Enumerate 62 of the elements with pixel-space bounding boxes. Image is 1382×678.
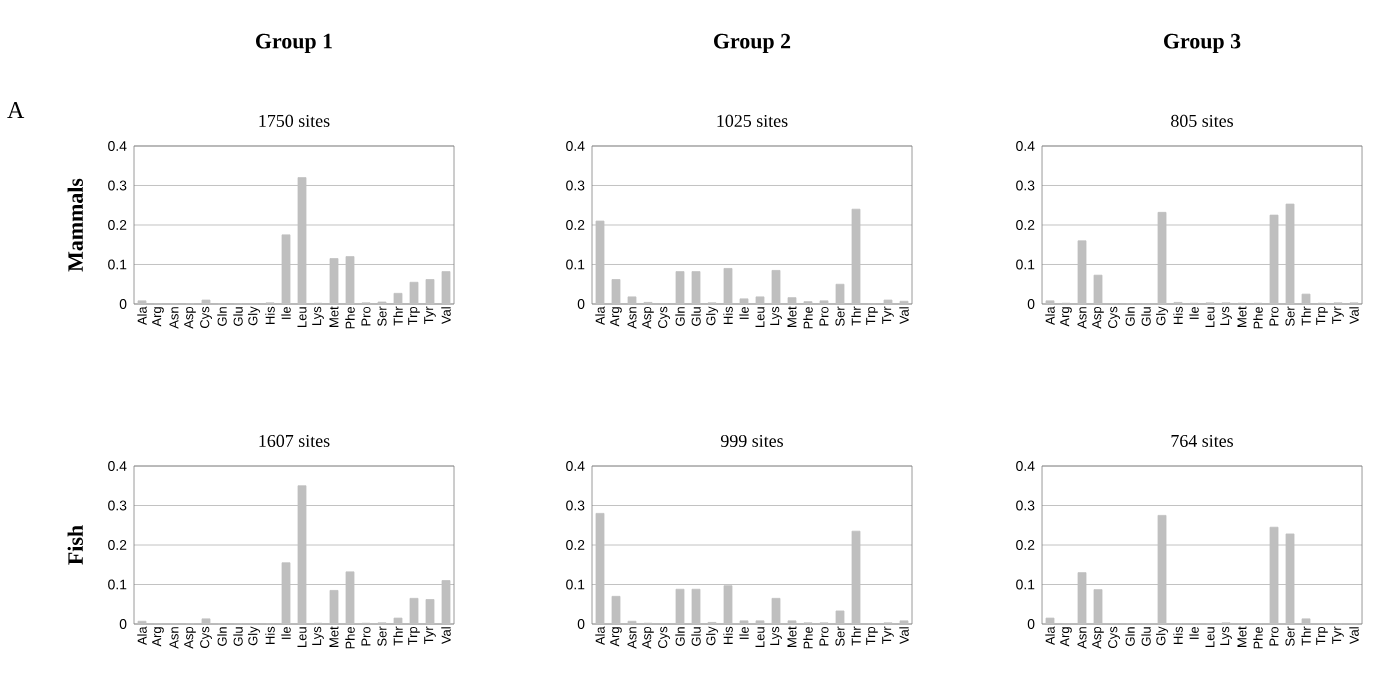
bar [345, 571, 355, 625]
bar [1157, 514, 1167, 625]
chart-title: Group 3 [1164, 33, 1241, 53]
bar [1301, 618, 1311, 625]
bar [1285, 203, 1295, 305]
bar [595, 220, 605, 305]
bar [1157, 211, 1167, 305]
chart-title: Group 1 [255, 33, 332, 53]
bar [1093, 274, 1103, 305]
y-axis-title: Fish [67, 525, 83, 565]
bar [297, 177, 307, 305]
bar [1077, 572, 1087, 625]
bar [771, 597, 781, 625]
bar [835, 610, 845, 625]
bar [329, 258, 339, 305]
bar [201, 618, 211, 625]
bar [1045, 617, 1055, 625]
bar [787, 297, 797, 305]
bar [409, 597, 419, 625]
bar [739, 298, 749, 305]
bar [393, 292, 403, 305]
y-axis-title: Mammals [67, 178, 83, 272]
bar [1285, 533, 1295, 625]
bar [835, 283, 845, 305]
bar [1301, 293, 1311, 305]
bar [1269, 214, 1279, 305]
bar [691, 588, 701, 625]
chart-subtitle: 1025 sites [717, 114, 788, 127]
chart-subtitle: 764 sites [1171, 434, 1233, 447]
bar [755, 296, 765, 305]
bar [723, 585, 733, 625]
bar [675, 588, 685, 625]
chart-subtitle: 1607 sites [259, 434, 330, 447]
bar [425, 279, 435, 305]
bar [675, 271, 685, 305]
bar [595, 513, 605, 625]
bar [441, 271, 451, 305]
bar [441, 580, 451, 625]
bar [1269, 526, 1279, 625]
bar [345, 256, 355, 305]
chart-title: Group 2 [713, 33, 791, 53]
bar [723, 268, 733, 305]
bar [1093, 589, 1103, 625]
chart-subtitle: 1750 sites [259, 114, 330, 127]
bar [851, 530, 861, 625]
bar [393, 617, 403, 625]
bar [851, 208, 861, 305]
chart-subtitle: 999 sites [720, 434, 783, 447]
bar [297, 485, 307, 625]
bar [329, 590, 339, 625]
bar [409, 281, 419, 305]
bar [425, 599, 435, 625]
bar [771, 270, 781, 305]
bar [691, 271, 701, 305]
bar [611, 595, 621, 625]
bar [1077, 240, 1087, 305]
bar [627, 296, 637, 305]
bar [281, 234, 291, 305]
bar [281, 562, 291, 625]
bar [611, 279, 621, 305]
chart-subtitle: 805 sites [1171, 114, 1233, 127]
text: A [7, 102, 25, 118]
